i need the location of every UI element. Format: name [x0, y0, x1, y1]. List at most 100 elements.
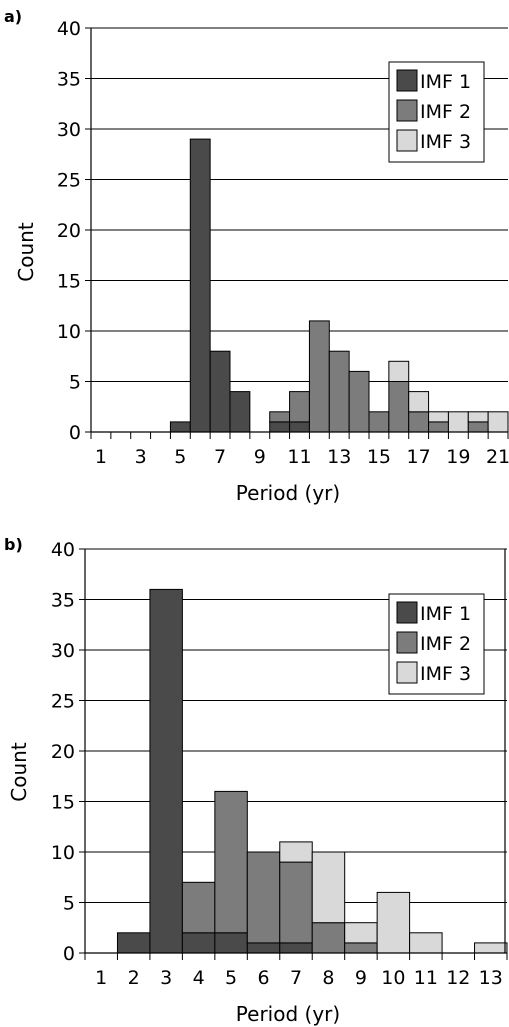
- bar-imf-2: [467, 421, 489, 433]
- bar-imf-2: [328, 350, 350, 433]
- y-tick-label: 5: [69, 372, 81, 394]
- bar-imf-3: [487, 411, 509, 433]
- bar-imf-2: [344, 942, 378, 954]
- x-tick-label: 4: [193, 967, 205, 989]
- x-tick-label: 13: [479, 967, 503, 989]
- legend-swatch-imf-2: [396, 631, 418, 654]
- bar-imf-2: [246, 851, 281, 944]
- bar-imf-3: [376, 891, 411, 954]
- x-tick-label: 12: [446, 967, 470, 989]
- bar-imf-1: [229, 391, 251, 433]
- bar-imf-1: [246, 942, 281, 954]
- x-tick-label: 8: [322, 967, 334, 989]
- y-tick-label: 15: [57, 271, 81, 293]
- panel-label: b): [4, 535, 23, 554]
- y-tick-label: 40: [51, 539, 75, 561]
- bar-imf-2: [408, 411, 430, 433]
- legend-label: IMF 1: [420, 71, 471, 93]
- bar-imf-1: [149, 588, 183, 954]
- legend-swatch-imf-1: [396, 601, 418, 624]
- bar-imf-3: [388, 360, 410, 382]
- bar-imf-2: [348, 370, 370, 433]
- bar-imf-3: [408, 391, 430, 413]
- x-tick-label: 1: [95, 967, 107, 989]
- y-tick-label: 35: [57, 69, 81, 91]
- legend: IMF 1 IMF 2 IMF 3: [388, 61, 485, 163]
- x-tick-label: 1: [95, 446, 107, 468]
- x-tick-label: 3: [160, 967, 172, 989]
- y-tick-label: 30: [51, 640, 75, 662]
- x-tick-label: 21: [486, 446, 509, 468]
- x-tick-label: 11: [287, 446, 311, 468]
- y-axis-title: Count: [7, 742, 31, 802]
- x-tick-label: 5: [174, 446, 186, 468]
- bar-imf-1: [269, 421, 291, 433]
- bar-imf-3: [447, 411, 469, 433]
- y-tick-label: 35: [51, 590, 75, 612]
- y-tick-label: 15: [51, 792, 75, 814]
- legend-swatch-imf-1: [396, 69, 418, 92]
- x-tick-label: 10: [381, 967, 405, 989]
- x-tick-label: 11: [414, 967, 438, 989]
- bar-imf-3: [344, 922, 378, 944]
- y-tick-label: 0: [69, 422, 81, 444]
- bar-imf-1: [209, 350, 231, 433]
- bar-imf-1: [279, 942, 313, 954]
- y-tick-label: 40: [57, 18, 81, 40]
- legend-label: IMF 1: [420, 603, 471, 625]
- x-tick-label: 15: [367, 446, 391, 468]
- x-axis-title: Period (yr): [236, 1002, 340, 1026]
- bar-imf-1: [214, 932, 248, 954]
- legend-swatch-imf-3: [396, 661, 418, 684]
- x-tick-label: 7: [290, 967, 302, 989]
- bar-imf-3: [428, 411, 449, 423]
- bar-imf-1: [116, 932, 151, 954]
- legend-label: IMF 2: [420, 633, 471, 655]
- bar-imf-3: [279, 841, 313, 863]
- bar-imf-3: [409, 932, 443, 954]
- bar-imf-3: [474, 942, 508, 954]
- bar-imf-1: [169, 421, 191, 433]
- legend-swatch-imf-2: [396, 99, 418, 122]
- y-tick-label: 20: [51, 741, 75, 763]
- y-axis-title: Count: [14, 222, 38, 282]
- bar-imf-3: [467, 411, 489, 423]
- y-tick-label: 0: [63, 943, 75, 965]
- bar-imf-1: [181, 932, 216, 954]
- x-tick-label: 9: [254, 446, 266, 468]
- x-tick-label: 9: [355, 967, 367, 989]
- legend: IMF 1 IMF 2 IMF 3: [388, 593, 485, 695]
- bar-imf-1: [289, 421, 310, 433]
- bar-imf-2: [279, 861, 313, 944]
- x-tick-label: 3: [135, 446, 147, 468]
- x-tick-label: 5: [225, 967, 237, 989]
- bar-imf-2: [368, 411, 390, 433]
- bar-imf-2: [311, 922, 346, 954]
- y-tick-label: 25: [57, 170, 81, 192]
- y-tick-label: 25: [51, 691, 75, 713]
- bar-imf-1: [189, 138, 211, 433]
- x-tick-label: 6: [257, 967, 269, 989]
- bar-imf-2: [289, 391, 310, 423]
- bar-imf-2: [181, 881, 216, 934]
- bar-imf-2: [308, 320, 330, 433]
- y-tick-label: 5: [63, 893, 75, 915]
- x-tick-label: 7: [214, 446, 226, 468]
- bar-imf-2: [388, 381, 410, 433]
- bar-imf-2: [214, 790, 248, 934]
- panel-label: a): [4, 7, 22, 26]
- x-tick-label: 19: [446, 446, 470, 468]
- bar-imf-2: [269, 411, 291, 423]
- x-tick-label: 13: [327, 446, 351, 468]
- x-tick-label: 2: [128, 967, 140, 989]
- legend-swatch-imf-3: [396, 129, 418, 152]
- x-tick-label: 17: [407, 446, 431, 468]
- y-tick-label: 10: [57, 321, 81, 343]
- legend-label: IMF 3: [420, 131, 471, 153]
- bar-imf-3: [311, 851, 346, 924]
- y-tick-label: 30: [57, 119, 81, 141]
- x-axis-title: Period (yr): [236, 481, 340, 505]
